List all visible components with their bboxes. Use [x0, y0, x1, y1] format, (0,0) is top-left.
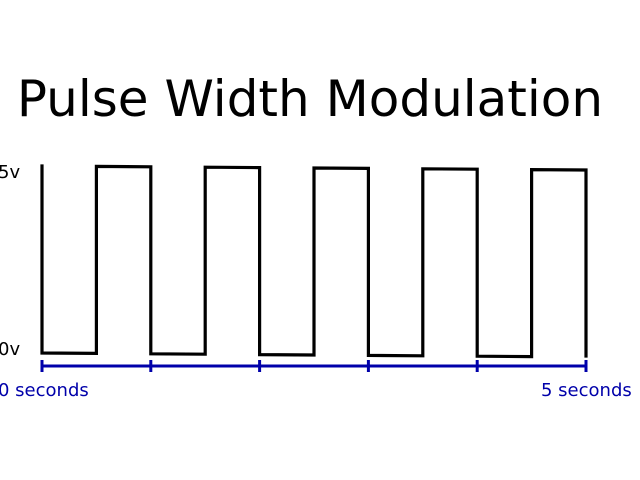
time-start-label: 0 seconds: [0, 380, 89, 401]
high-level-label: 5v: [0, 162, 20, 183]
low-level-label: 0v: [0, 339, 20, 360]
pwm-waveform: [40, 164, 588, 359]
diagram-title: Pulse Width Modulation: [17, 70, 603, 128]
time-axis-ticks: [40, 360, 588, 372]
time-end-label: 5 seconds: [541, 380, 632, 401]
